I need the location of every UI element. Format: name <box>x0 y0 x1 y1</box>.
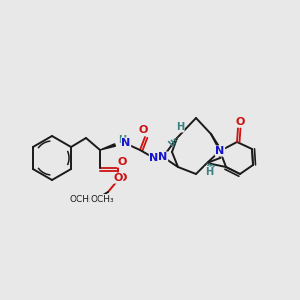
Text: H: H <box>176 122 184 132</box>
Text: H: H <box>118 135 126 145</box>
Text: O: O <box>117 173 127 183</box>
Text: N: N <box>149 153 159 163</box>
Text: O: O <box>117 157 127 167</box>
Text: O: O <box>117 157 127 167</box>
Text: O: O <box>113 173 123 183</box>
Text: H: H <box>118 135 126 145</box>
Polygon shape <box>100 144 116 150</box>
Text: O: O <box>138 125 148 135</box>
Text: N: N <box>149 153 159 163</box>
Text: N: N <box>215 146 225 156</box>
Text: H: H <box>205 167 213 177</box>
Text: O: O <box>138 125 148 135</box>
Text: N: N <box>122 138 130 148</box>
Text: OCH₃: OCH₃ <box>90 194 114 203</box>
Text: N: N <box>122 138 130 148</box>
Text: N: N <box>215 146 225 156</box>
Text: O: O <box>235 117 245 127</box>
Text: O: O <box>235 117 245 127</box>
Text: H: H <box>176 122 184 132</box>
Text: H: H <box>205 167 213 177</box>
Text: N: N <box>158 152 168 162</box>
Text: OCH₃: OCH₃ <box>69 196 93 205</box>
